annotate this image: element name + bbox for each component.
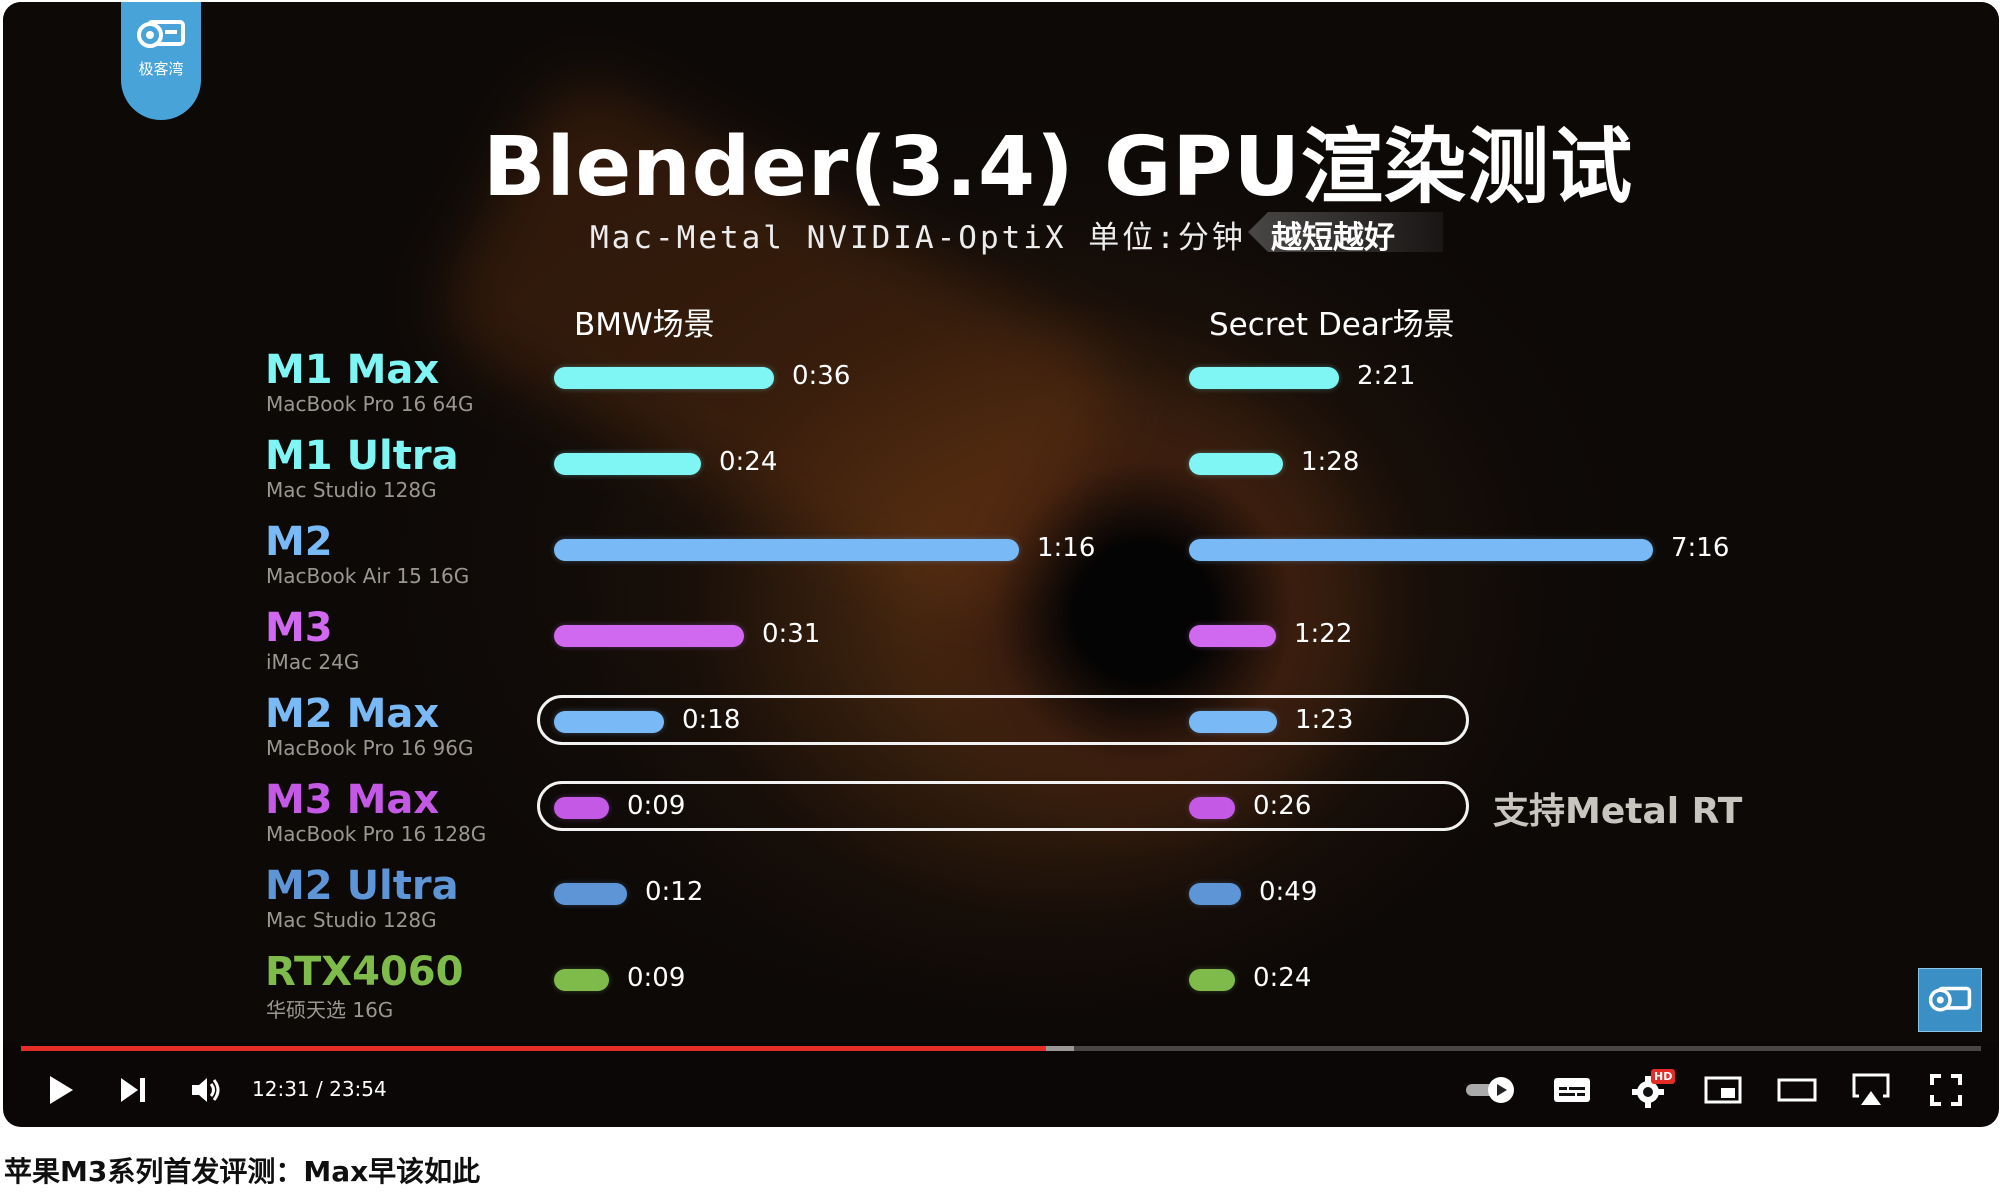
gpu-card-icon [1928,986,1972,1012]
hd-badge: HD [1651,1069,1676,1084]
gpu-card-icon [137,20,185,48]
bmw-value-label: 0:09 [627,791,686,821]
theater-mode-icon [1777,1078,1817,1102]
chip-name: M2 [265,519,333,565]
chip-name: M2 Ultra [265,863,459,909]
chart-subtitle: Mac-Metal NVIDIA-OptiX 单位:分钟 [590,220,1246,256]
bmw-bar [554,539,1019,561]
bmw-bar [554,453,701,475]
airplay-icon [1852,1073,1890,1105]
subtitles-button[interactable] [1550,1070,1594,1110]
skip-next-icon [121,1078,145,1102]
secret-dear-bar [1189,625,1276,647]
bmw-value-label: 0:24 [719,447,778,477]
settings-button[interactable]: HD [1626,1069,1676,1114]
volume-icon [192,1078,220,1102]
chart-row: RTX4060 华硕天选 16G 0:09 0:24 [3,949,1999,1035]
bmw-bar [554,883,627,905]
chart-row: M2 Ultra Mac Studio 128G 0:12 0:49 [3,863,1999,949]
secret-dear-value-label: 2:21 [1357,361,1416,391]
channel-logo-text: 极客湾 [138,60,184,78]
secret-dear-bar [1189,883,1241,905]
theater-mode-button[interactable] [1775,1070,1819,1110]
chip-config: MacBook Pro 16 64G [266,392,474,416]
chart-row: M3 Max MacBook Pro 16 128G 0:09 0:26 [3,777,1999,863]
play-icon [50,1076,73,1104]
subtitle-tag-text: 越短越好 [1271,220,1395,256]
secret-dear-value-label: 0:24 [1253,963,1312,993]
bmw-value-label: 0:18 [682,705,741,735]
subtitle-tag-bg [1248,212,1443,252]
autoplay-toggle[interactable] [1463,1070,1519,1110]
progress-played [21,1046,1046,1051]
play-button[interactable] [41,1070,81,1110]
chip-name: M2 Max [265,691,440,737]
chip-name: M3 [265,605,333,651]
fullscreen-icon [1930,1074,1962,1106]
bmw-bar [554,367,774,389]
gear-icon [1632,1076,1664,1108]
video-title: 苹果M3系列首发评测：Max早该如此 [4,1155,481,1188]
secret-dear-bar [1189,711,1277,733]
bmw-value-label: 0:09 [627,963,686,993]
bmw-bar [554,711,664,733]
time-display: 12:31 / 23:54 [252,1077,387,1101]
subtitles-icon [1554,1078,1590,1102]
video-frame[interactable]: 极客湾 Blender(3.4) GPU渲染测试 Mac-Metal NVIDI… [3,2,1999,1042]
bmw-bar [554,625,744,647]
metal-rt-note: 支持Metal RT [1493,791,1743,832]
miniplayer-button[interactable] [1701,1070,1745,1110]
column-header-bmw: BMW场景 [574,307,715,343]
bmw-bar [554,797,609,819]
channel-logo-badge: 极客湾 [121,2,201,120]
secret-dear-value-label: 0:49 [1259,877,1318,907]
chip-config: MacBook Pro 16 96G [266,736,474,760]
secret-dear-bar [1189,797,1235,819]
secret-dear-value-label: 1:23 [1295,705,1354,735]
bmw-value-label: 0:36 [792,361,851,391]
column-header-secret-dear: Secret Dear场景 [1209,307,1455,343]
secret-dear-bar [1189,453,1283,475]
highlight-box-m3-max [537,781,1469,831]
chip-name: M1 Ultra [265,433,459,479]
chart-row: M2 MacBook Air 15 16G 1:16 7:16 [3,519,1999,605]
video-player[interactable]: 极客湾 Blender(3.4) GPU渲染测试 Mac-Metal NVIDI… [3,2,1999,1127]
volume-button[interactable] [187,1070,227,1110]
chip-name: RTX4060 [265,949,464,995]
chip-config: Mac Studio 128G [266,478,437,502]
chip-name: M1 Max [265,347,440,393]
chip-name: M3 Max [265,777,440,823]
bmw-value-label: 0:31 [762,619,821,649]
highlight-box-m2-max [537,695,1469,745]
autoplay-toggle-icon [1466,1077,1514,1103]
chart-title: Blender(3.4) GPU渲染测试 [483,120,1634,215]
secret-dear-value-label: 7:16 [1671,533,1730,563]
secret-dear-bar [1189,539,1653,561]
bmw-value-label: 0:12 [645,877,704,907]
secret-dear-bar [1189,367,1339,389]
chart-row: M1 Max MacBook Pro 16 64G 0:36 2:21 [3,347,1999,433]
next-button[interactable] [113,1070,153,1110]
secret-dear-value-label: 1:28 [1301,447,1360,477]
bmw-value-label: 1:16 [1037,533,1096,563]
chip-config: 华硕天选 16G [266,998,394,1022]
miniplayer-icon [1704,1076,1742,1104]
airplay-button[interactable] [1849,1070,1893,1110]
chart-row: M3 iMac 24G 0:31 1:22 [3,605,1999,691]
progress-bar[interactable] [21,1046,1981,1051]
chip-config: iMac 24G [266,650,360,674]
chip-config: MacBook Air 15 16G [266,564,470,588]
secret-dear-value-label: 1:22 [1294,619,1353,649]
watermark-logo [1918,968,1982,1032]
chart-row: M1 Ultra Mac Studio 128G 0:24 1:28 [3,433,1999,519]
chart-row: M2 Max MacBook Pro 16 96G 0:18 1:23 [3,691,1999,777]
chip-config: MacBook Pro 16 128G [266,822,487,846]
secret-dear-value-label: 0:26 [1253,791,1312,821]
chip-config: Mac Studio 128G [266,908,437,932]
bmw-bar [554,969,609,991]
fullscreen-button[interactable] [1924,1070,1968,1110]
secret-dear-bar [1189,969,1235,991]
